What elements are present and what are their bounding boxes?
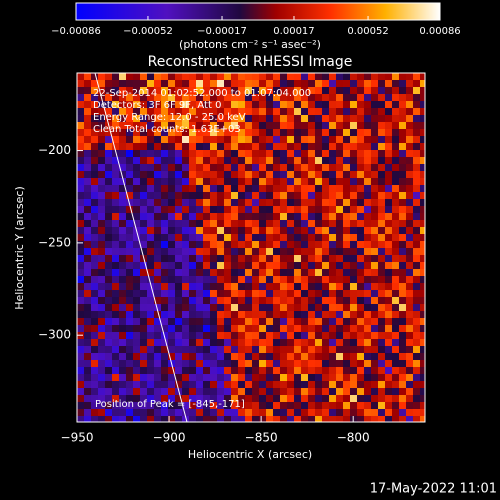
annotation: Clean Total counts: 1.63E+03 — [93, 124, 241, 135]
y-tick-label: −200 — [38, 143, 71, 157]
colorbar-tick-label: −0.00086 — [51, 26, 101, 37]
colorbar-tick-label: −0.00017 — [197, 26, 247, 37]
x-axis-label: Heliocentric X (arcsec) — [188, 448, 312, 461]
chart-title: Reconstructed RHESSI Image — [148, 54, 353, 70]
colorbar-tick-label: 0.00052 — [347, 26, 388, 37]
annotation: Detectors: 3F 6F 9F, Att 0 — [93, 100, 221, 111]
y-axis-label: Heliocentric Y (arcsec) — [13, 186, 26, 310]
annotation: 22-Sep-2014 01:02:52.000 to 01:07:04.000 — [93, 88, 311, 99]
colorbar-label: (photons cm⁻² s⁻¹ asec⁻²) — [179, 38, 321, 51]
x-tick-label: −900 — [153, 431, 186, 445]
image — [77, 73, 425, 422]
x-tick-label: −850 — [245, 431, 278, 445]
solar-limb — [94, 73, 188, 422]
timestamp: 17-May-2022 11:01 — [370, 482, 497, 497]
colorbar-tick-label: −0.00052 — [123, 26, 173, 37]
x-tick-label: −950 — [61, 431, 94, 445]
y-tick-label: −250 — [38, 235, 71, 249]
plot-frame — [76, 72, 426, 423]
colorbar — [75, 2, 441, 21]
colorbar-tick-label: 0.00086 — [419, 26, 460, 37]
y-tick-label: −300 — [38, 328, 71, 342]
colorbar-tick-label: 0.00017 — [273, 26, 314, 37]
annotation: Energy Range: 12.0 - 25.0 keV — [93, 112, 246, 123]
x-tick-label: −800 — [337, 431, 370, 445]
peak-label: Position of Peak = [-845,-171] — [95, 399, 245, 410]
annotations: 22-Sep-2014 01:02:52.000 to 01:07:04.000… — [93, 88, 311, 135]
